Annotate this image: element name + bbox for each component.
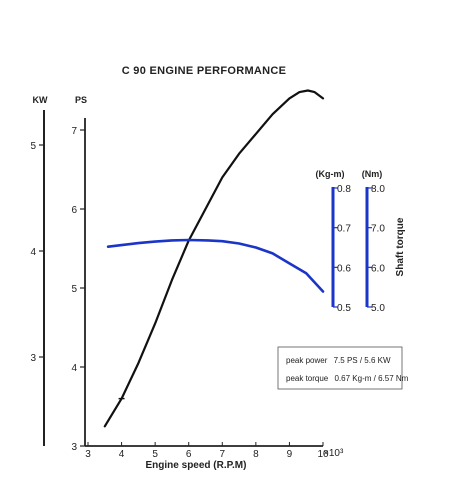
ps-tick-label: 3 [71, 442, 77, 453]
x-tick-label: 5 [152, 449, 158, 460]
kw-axis: KW 3 4 5 [30, 95, 48, 446]
kw-tick-label: 3 [30, 353, 36, 364]
nm-tick-label: 6.0 [371, 263, 385, 274]
x-tick-label: 7 [220, 449, 226, 460]
kgm-tick-label: 0.5 [337, 303, 351, 314]
kw-tick-label: 5 [30, 141, 36, 152]
ps-axis: PS 3 4 5 6 7 [71, 95, 87, 453]
chart-title: C 90 ENGINE PERFORMANCE [122, 65, 287, 77]
x-tick-label: 10 [317, 449, 329, 460]
x-axis-label: Engine speed (R.P.M) [146, 460, 247, 471]
series-layer [103, 89, 325, 428]
shaft-torque-label: Shaft torque [395, 217, 406, 276]
ps-tick-label: 7 [71, 126, 77, 137]
x-axis-unit: ×10³ [323, 448, 344, 459]
peak-annotation: peak power 7.5 PS / 5.6 KW peak torque 0… [277, 346, 409, 390]
x-tick-label: 9 [287, 449, 293, 460]
nm-axis-label: (Nm) [362, 169, 383, 179]
nm-tick-label: 8.0 [371, 184, 385, 195]
peak-torque-note: peak torque 0.67 Kg-m / 6.57 Nm [286, 374, 409, 383]
kw-axis-label: KW [33, 95, 48, 105]
kgm-axis-label: (Kg-m) [316, 169, 345, 179]
ps-tick-label: 5 [71, 284, 77, 295]
x-tick-label: 6 [186, 449, 192, 460]
nm-tick-label: 5.0 [371, 303, 385, 314]
ps-tick-label: 6 [71, 205, 77, 216]
kw-tick-label: 4 [30, 247, 36, 258]
nm-tick-label: 7.0 [371, 224, 385, 235]
x-tick-label: 4 [119, 449, 125, 460]
x-axis: 3 4 5 6 7 8 9 10 ×10³ Engine speed (R.P.M) [85, 442, 344, 471]
kgm-tick-label: 0.6 [337, 263, 351, 274]
power-curve [103, 89, 325, 428]
ps-tick-label: 4 [71, 363, 77, 374]
peak-power-note: peak power 7.5 PS / 5.6 KW [286, 356, 391, 365]
kgm-axis: (Kg-m) 0.5 0.6 0.7 0.8 [316, 169, 352, 314]
x-tick-label: 3 [85, 449, 91, 460]
nm-axis: (Nm) 5.0 6.0 7.0 8.0 [362, 169, 386, 314]
torque-curve [106, 238, 325, 293]
kgm-tick-label: 0.7 [337, 224, 351, 235]
x-tick-label: 8 [253, 449, 259, 460]
ps-axis-label: PS [75, 95, 87, 105]
kgm-tick-label: 0.8 [337, 184, 351, 195]
